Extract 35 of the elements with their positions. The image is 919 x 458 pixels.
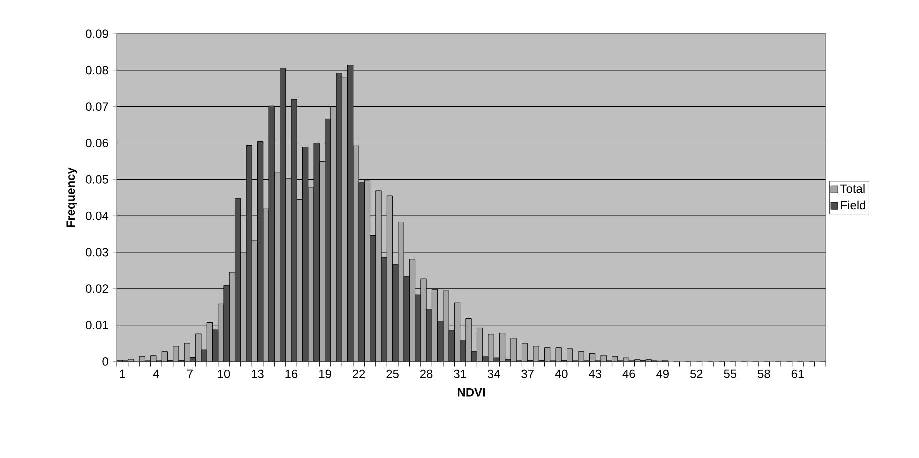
x-tick-label: 55: [724, 370, 737, 378]
y-tick-label: 0.05: [86, 175, 108, 184]
y-tick-label: 0.01: [86, 321, 108, 330]
x-tick-label: 28: [420, 370, 433, 378]
x-tick-label: 1: [120, 370, 126, 378]
x-tick-label: 46: [622, 370, 636, 378]
y-axis-title: Frequency: [66, 168, 78, 228]
y-tick-label: 0.07: [86, 102, 108, 112]
x-tick-label: 52: [690, 370, 703, 378]
x-tick-label: 40: [555, 370, 568, 378]
y-tick-label: 0.09: [86, 30, 108, 38]
x-tick-label: 16: [286, 370, 298, 378]
x-tick-label: 4: [153, 370, 160, 378]
x-tick-label: 37: [522, 370, 534, 378]
x-tick-label: 61: [792, 370, 804, 378]
x-tick-label: 34: [488, 370, 500, 378]
x-tick-label: 31: [454, 370, 466, 378]
x-tick-label: 13: [252, 370, 264, 378]
x-tick-label: 58: [758, 370, 770, 378]
x-tick-label: 43: [589, 370, 602, 378]
x-tick-label: 7: [188, 370, 193, 378]
legend-label: Total: [840, 184, 865, 194]
x-tick-label: 10: [218, 370, 230, 378]
x-tick-label: 22: [352, 370, 366, 378]
x-tick-label: 49: [656, 370, 669, 378]
x-tick-label: 19: [320, 370, 332, 378]
y-tick-label: 0.03: [86, 248, 108, 257]
x-tick-label: 25: [386, 370, 399, 378]
y-tick-label: 0.06: [86, 139, 108, 148]
y-tick-label: 0: [102, 357, 108, 366]
y-tick-label: 0.08: [86, 66, 108, 75]
y-tick-label: 0.04: [86, 212, 109, 220]
y-tick-label: 0.02: [86, 284, 108, 294]
x-axis-title: NDVI: [458, 388, 486, 397]
legend-label: Field: [841, 200, 866, 210]
